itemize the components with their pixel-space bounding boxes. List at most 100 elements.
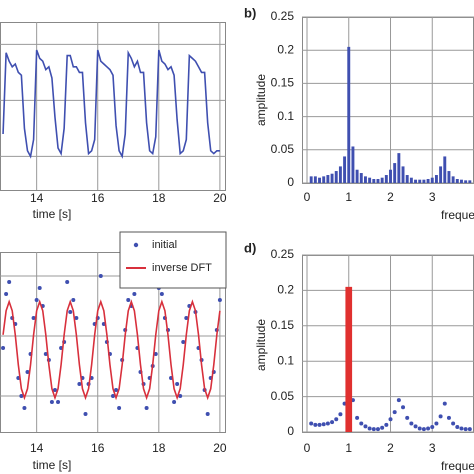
panel: 14 16 18 20 time [s] initial inverse DFT xyxy=(0,231,227,472)
data-point xyxy=(421,427,426,432)
data-point xyxy=(442,401,447,406)
x-tick-label: 3 xyxy=(429,190,436,204)
y-tick-label: 0.1 xyxy=(277,353,294,367)
data-point xyxy=(467,427,472,432)
data-point xyxy=(98,274,103,278)
bar xyxy=(405,175,409,183)
y-tick-label: 0 xyxy=(287,175,294,189)
bar xyxy=(451,176,455,183)
data-point xyxy=(144,406,149,410)
y-axis-label: amplitude xyxy=(254,319,268,371)
data-point xyxy=(388,417,393,422)
bar xyxy=(326,175,330,183)
x-tick-label: 0 xyxy=(304,441,311,455)
bar xyxy=(351,146,355,183)
panel-label: d) xyxy=(244,240,256,255)
data-point xyxy=(126,298,131,302)
data-point xyxy=(321,422,326,427)
bar xyxy=(322,176,326,183)
bar xyxy=(464,180,468,183)
data-point xyxy=(175,382,180,386)
y-tick-label: 0.15 xyxy=(271,318,295,332)
data-point xyxy=(371,427,376,432)
data-point xyxy=(430,425,435,430)
data-point xyxy=(31,316,36,320)
panel: 0 0.05 0.1 0.15 0.2 0.25 0 1 2 3 frequency amplitud… xyxy=(244,5,474,222)
data-point xyxy=(68,310,73,314)
data-point xyxy=(375,427,380,432)
x-tick-label: 18 xyxy=(152,191,166,205)
panel-label: b) xyxy=(244,5,256,20)
bar xyxy=(318,177,321,183)
x-tick-label: 16 xyxy=(91,191,105,205)
data-point xyxy=(49,400,54,404)
data-point xyxy=(459,426,464,431)
plot-marks xyxy=(309,286,472,432)
bar xyxy=(384,175,388,183)
data-point xyxy=(455,425,460,430)
y-tick-label: 0.25 xyxy=(271,247,295,261)
bar xyxy=(422,179,426,183)
plot-marks xyxy=(1,274,222,416)
data-point xyxy=(325,421,330,426)
x-tick-label: 14 xyxy=(30,441,44,455)
bar xyxy=(345,286,353,432)
bar xyxy=(418,179,422,183)
data-point xyxy=(309,421,314,426)
plot-area xyxy=(302,255,474,433)
bar xyxy=(363,176,367,183)
data-point xyxy=(355,415,360,420)
data-point xyxy=(71,298,76,302)
y-tick-label: 0.2 xyxy=(277,283,294,297)
bar xyxy=(439,166,443,183)
bar xyxy=(401,166,405,183)
plot-marks xyxy=(2,49,220,159)
data-point xyxy=(417,426,422,431)
x-axis-label: time [s] xyxy=(33,458,72,472)
x-tick-label: 14 xyxy=(30,191,44,205)
y-tick-label: 0.2 xyxy=(277,42,294,56)
bar xyxy=(397,153,401,183)
x-tick-label: 16 xyxy=(91,441,105,455)
bar xyxy=(376,179,380,183)
data-point xyxy=(111,394,115,398)
y-axis-label: amplitude xyxy=(254,74,268,126)
data-point xyxy=(159,292,164,296)
legend-label: inverse DFT xyxy=(152,262,212,274)
data-point xyxy=(7,280,12,284)
bar xyxy=(389,169,392,183)
x-tick-label: 1 xyxy=(345,441,352,455)
data-point xyxy=(392,410,397,415)
bar xyxy=(330,173,334,183)
plot-marks xyxy=(309,46,472,183)
data-point xyxy=(181,340,186,344)
data-point xyxy=(117,406,122,410)
data-point xyxy=(217,298,222,302)
data-point xyxy=(153,352,158,356)
panel: 0 0.05 0.1 0.15 0.2 0.25 0 1 2 3 frequency amplitud… xyxy=(244,240,474,473)
bar xyxy=(372,179,376,183)
data-point xyxy=(434,421,439,426)
data-line xyxy=(2,299,221,401)
data-point xyxy=(426,426,431,431)
bar xyxy=(414,179,418,183)
x-tick-label: 18 xyxy=(152,441,166,455)
data-point xyxy=(114,388,119,392)
data-point xyxy=(4,292,9,296)
y-tick-label: 0.05 xyxy=(271,389,295,403)
bar xyxy=(359,173,363,183)
y-tick-label: 0.25 xyxy=(271,9,295,23)
data-point xyxy=(37,286,42,290)
bar xyxy=(343,156,347,183)
data-point xyxy=(330,420,335,425)
bar xyxy=(334,171,338,183)
data-point xyxy=(334,417,339,422)
data-point xyxy=(56,400,61,404)
x-axis-label: time [s] xyxy=(33,207,72,221)
data-point xyxy=(172,400,177,404)
data-point xyxy=(405,415,410,420)
data-point xyxy=(384,422,389,427)
bar xyxy=(447,171,451,183)
plot-area xyxy=(302,17,474,184)
